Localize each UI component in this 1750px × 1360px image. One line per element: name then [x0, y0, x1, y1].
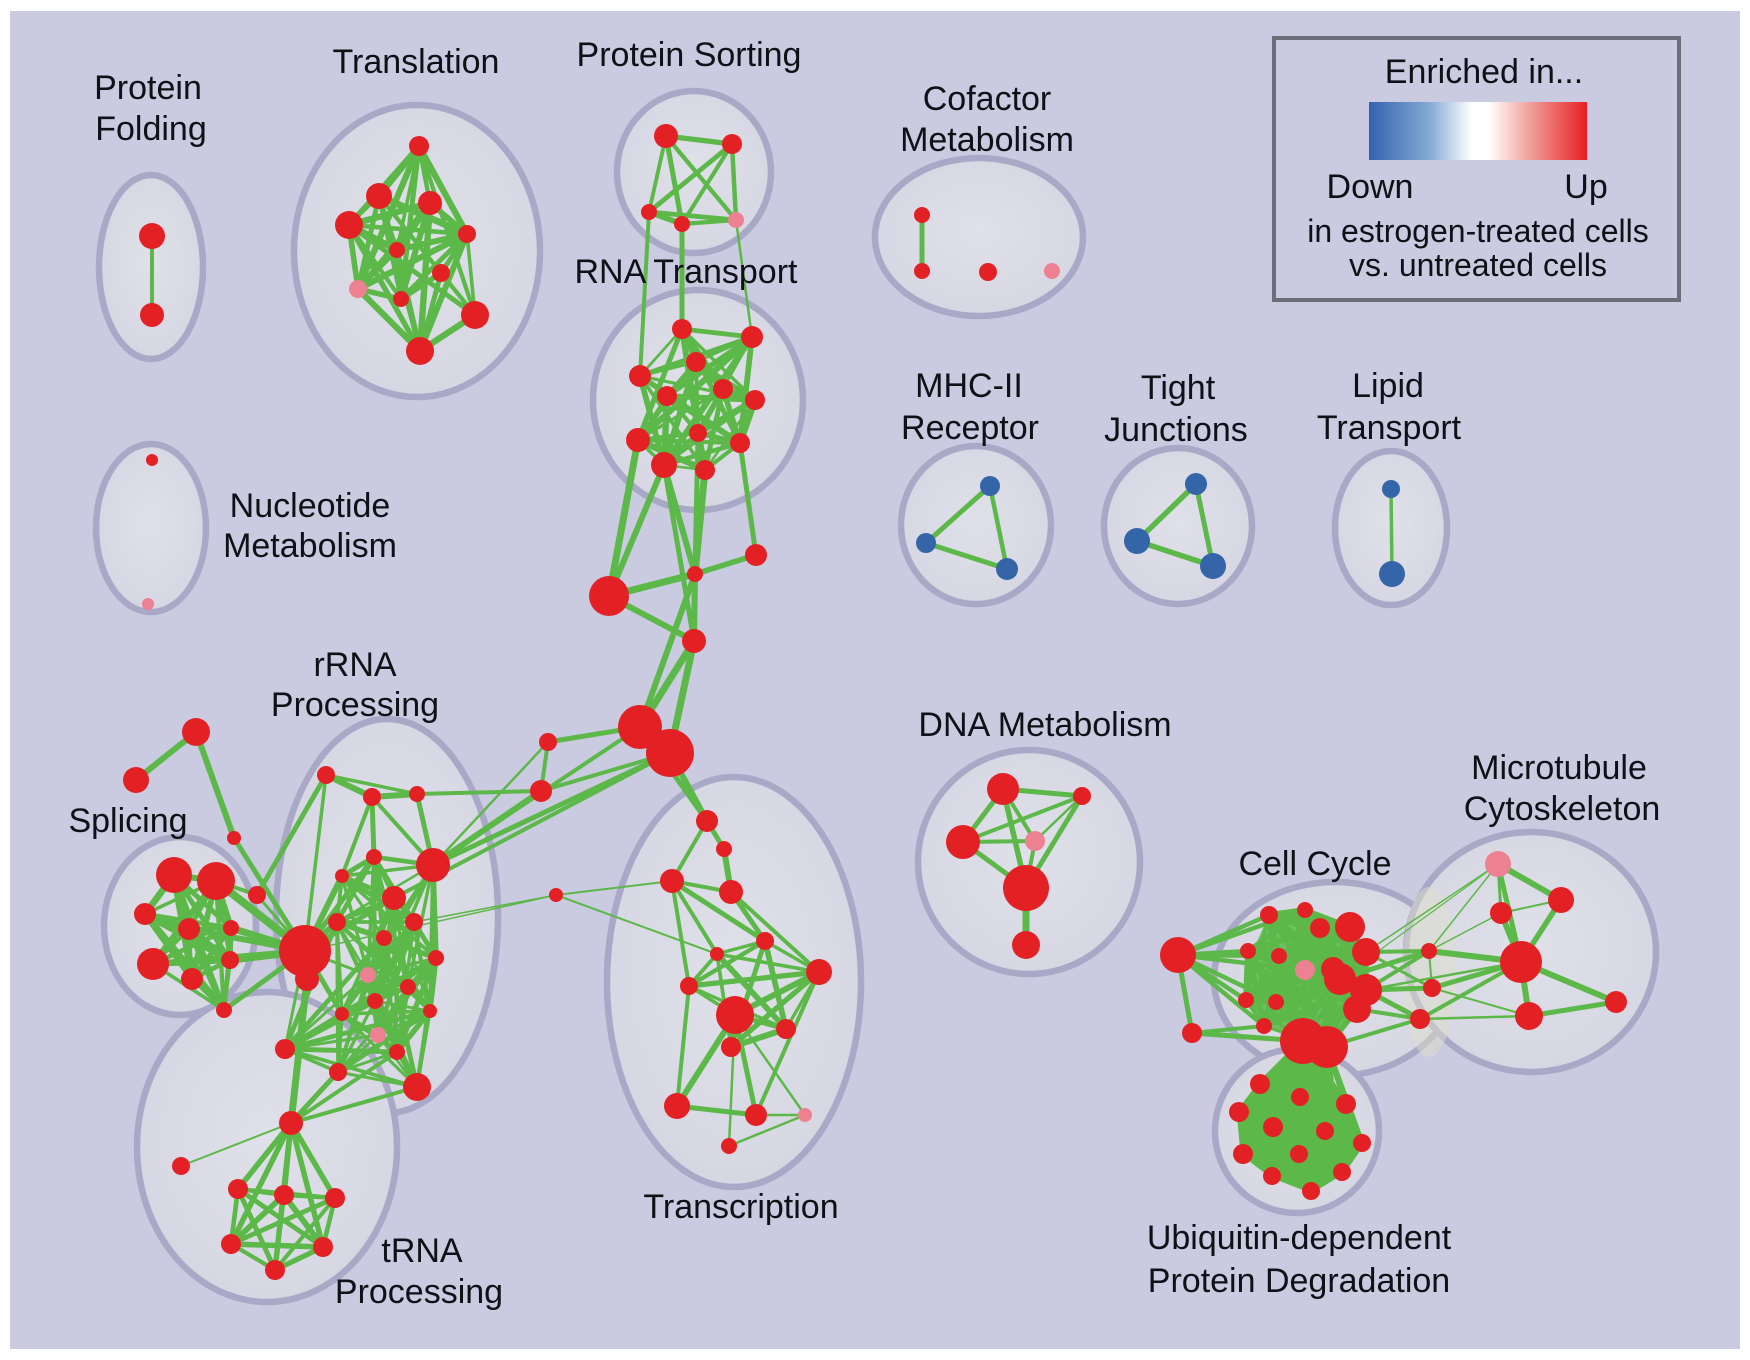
svg-text:Protein Degradation: Protein Degradation: [1148, 1262, 1450, 1300]
svg-text:Protein: Protein: [94, 69, 202, 107]
svg-text:Nucleotide: Nucleotide: [230, 487, 391, 525]
svg-text:Up: Up: [1564, 168, 1607, 206]
svg-text:tRNA: tRNA: [381, 1232, 463, 1270]
svg-text:Processing: Processing: [335, 1273, 503, 1311]
svg-text:Receptor: Receptor: [901, 409, 1039, 447]
svg-text:Splicing: Splicing: [68, 802, 187, 840]
svg-text:rRNA: rRNA: [313, 646, 396, 684]
svg-text:Cell Cycle: Cell Cycle: [1238, 845, 1391, 883]
svg-text:in estrogen-treated cells: in estrogen-treated cells: [1307, 213, 1649, 249]
svg-text:Transport: Transport: [1317, 409, 1462, 447]
svg-text:Metabolism: Metabolism: [900, 121, 1074, 159]
svg-text:Protein Sorting: Protein Sorting: [577, 36, 802, 74]
svg-text:Junctions: Junctions: [1104, 411, 1248, 449]
svg-text:MHC-II: MHC-II: [915, 367, 1023, 405]
svg-text:Tight: Tight: [1141, 369, 1216, 407]
svg-text:Enriched in...: Enriched in...: [1385, 53, 1583, 91]
svg-text:Microtubule: Microtubule: [1471, 749, 1647, 787]
svg-text:Cytoskeleton: Cytoskeleton: [1464, 790, 1661, 828]
svg-text:Transcription: Transcription: [643, 1188, 838, 1226]
svg-text:Folding: Folding: [95, 110, 207, 148]
svg-text:DNA Metabolism: DNA Metabolism: [918, 706, 1171, 744]
svg-text:Ubiquitin-dependent: Ubiquitin-dependent: [1147, 1219, 1452, 1257]
svg-text:Lipid: Lipid: [1352, 367, 1424, 405]
svg-text:RNA Transport: RNA Transport: [575, 253, 799, 291]
svg-text:Cofactor: Cofactor: [923, 80, 1052, 118]
svg-text:Processing: Processing: [271, 686, 439, 724]
svg-text:Down: Down: [1327, 168, 1414, 206]
svg-text:Translation: Translation: [333, 43, 500, 81]
svg-text:Metabolism: Metabolism: [223, 527, 397, 565]
svg-text:vs. untreated cells: vs. untreated cells: [1349, 247, 1607, 283]
